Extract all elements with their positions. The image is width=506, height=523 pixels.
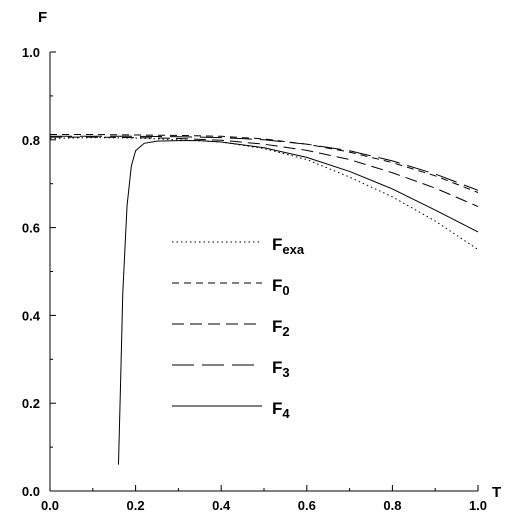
legend: Fexa F0 F2 F3 F4 (172, 235, 305, 421)
x-tick-label: 0.2 (127, 498, 145, 513)
series-line-f-2 (50, 136, 479, 207)
legend-label-4: F4 (272, 399, 290, 421)
y-tick-label: 0.0 (22, 484, 40, 499)
legend-label-3: F3 (272, 358, 290, 380)
legend-label-exa: Fexa (272, 235, 305, 257)
y-tick-label: 0.2 (22, 396, 40, 411)
x-tick-label: 0.8 (383, 498, 401, 513)
legend-label-0: F0 (272, 276, 290, 298)
legend-label-2: F2 (272, 317, 290, 339)
series-group (49, 134, 479, 465)
x-tick-label: 0.4 (212, 498, 231, 513)
series-line-f-exa (49, 137, 479, 250)
x-tick-label: 0.6 (298, 498, 316, 513)
axes (49, 52, 478, 492)
series-line-f-0 (50, 134, 479, 193)
y-tick-label: 0.8 (22, 133, 40, 148)
x-tick-label: 1.0 (469, 498, 487, 513)
series-line-f-4 (117, 140, 479, 465)
x-axis-label: T (492, 484, 501, 501)
y-tick-label: 0.4 (22, 308, 41, 323)
y-axis-label: F (38, 9, 47, 26)
y-tick-label: 1.0 (22, 45, 40, 60)
series-line-f-3 (50, 135, 479, 191)
y-tick-label: 0.6 (22, 221, 40, 236)
axis-ticks: 0.0 0.2 0.4 0.6 0.8 1.0 0.0 0.2 0.4 0.6 0.8 1.0 (22, 45, 487, 513)
x-tick-label: 0.0 (41, 498, 59, 513)
